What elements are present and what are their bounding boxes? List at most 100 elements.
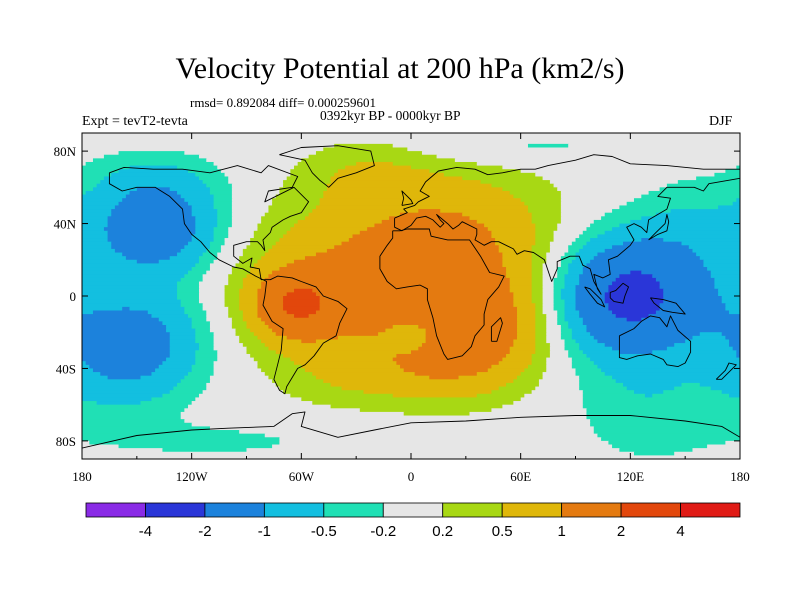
field-cell [531,263,544,268]
field-cell [546,368,577,373]
field-cell [173,386,207,391]
field-cell [82,245,112,250]
field-cell [228,176,288,181]
field-cell [604,292,664,297]
field-cell [579,310,613,315]
field-cell [195,230,215,236]
field-cell [217,353,251,359]
field-cell [535,328,547,333]
field-cell [136,187,171,192]
field-cell [699,382,740,388]
field-cell [191,205,215,210]
field-cell [136,259,160,264]
field-cell [82,292,178,297]
field-cell [557,317,566,322]
field-cell [568,270,584,275]
field-cell [626,201,734,207]
field-cell [560,201,628,207]
field-cell [403,411,471,417]
field-cell [209,267,233,272]
field-cell [612,209,672,214]
field-cell [356,161,394,167]
field-cell [546,361,573,366]
field-cell [652,350,737,355]
field-cell [590,259,705,264]
field-cell [531,292,544,297]
field-cell [169,332,196,337]
field-cell [601,216,642,221]
field-cell [418,324,518,330]
field-cell [272,270,507,275]
field-cell [82,324,167,330]
field-cell [476,393,525,399]
field-cell [180,303,204,308]
field-cell [582,317,628,322]
field-cell [82,143,335,149]
field-cell [586,324,740,330]
field-cell [553,288,562,293]
field-cell [213,230,229,236]
field-cell [612,375,740,380]
field-cell [231,190,280,196]
field-cell [213,346,248,351]
field-cell [151,397,196,402]
colorbar-box [620,502,681,518]
field-cell [242,252,266,257]
field-cell [107,375,142,380]
field-cell [82,440,90,446]
field-cell [184,198,215,203]
field-cell [96,401,142,406]
field-cell [502,263,533,268]
field-cell [608,306,661,312]
season-label: DJF [709,114,733,129]
field-cell [188,169,222,174]
field-cell [542,296,555,301]
field-cell [89,364,160,370]
field-cell [257,223,295,228]
field-cell [213,335,240,341]
field-cell [177,190,211,196]
field-cell [396,353,507,359]
field-cell [82,451,635,456]
field-cell [191,317,207,322]
field-cell [198,281,229,286]
field-cell [206,248,222,254]
field-cell [575,256,595,261]
field-cell [82,357,167,362]
field-cell [213,234,229,239]
field-cell [107,238,193,243]
field-cell [517,332,536,337]
field-cell [688,245,740,250]
field-cell [82,350,171,355]
field-cell [681,241,740,246]
field-cell [82,161,87,167]
colorbar-label: -0.5 [311,523,337,540]
field-cell [531,270,544,275]
field-cell [553,281,566,286]
field-cell [82,433,266,438]
field-cell [242,285,262,290]
field-cell [82,219,109,225]
field-cell [590,422,740,427]
field-cell [549,245,569,250]
field-cell [330,404,503,409]
field-cell [491,183,555,188]
field-cell [531,296,544,301]
field-cell [553,285,566,290]
field-cell [575,372,606,377]
field-cell [188,201,215,207]
field-cell [224,172,291,178]
field-cell [564,303,577,308]
field-cell [191,212,218,217]
field-cell [82,154,105,159]
field-cell [560,335,573,341]
field-cell [586,408,740,413]
field-cell [535,339,547,344]
field-cell [279,190,324,196]
field-cell [177,285,200,290]
field-cell [564,310,580,315]
field-cell [184,375,211,380]
field-cell [568,245,584,250]
field-cell [531,248,551,254]
